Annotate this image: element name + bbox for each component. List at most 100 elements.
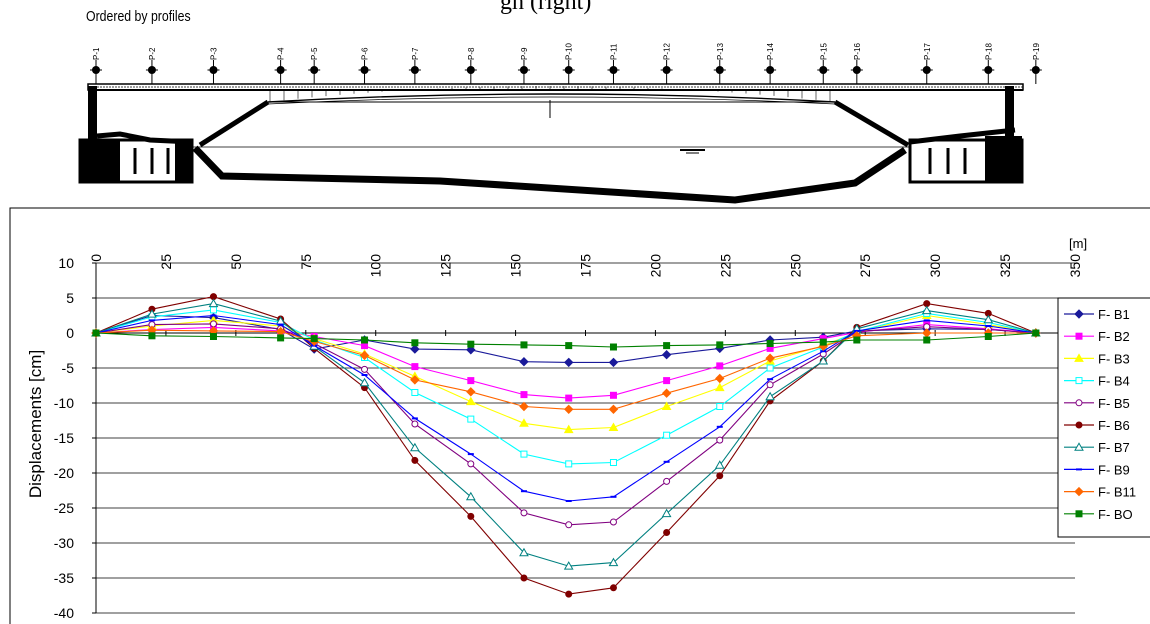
data-point xyxy=(765,391,775,401)
data-point xyxy=(210,314,217,317)
series-line xyxy=(95,296,1037,595)
data-point xyxy=(277,323,284,326)
data-point xyxy=(465,396,476,406)
data-point xyxy=(663,377,671,385)
legend-item: F- B4 xyxy=(1064,374,1130,389)
data-point xyxy=(361,365,369,373)
chart-frame xyxy=(9,207,1150,624)
profile-label: P-11 xyxy=(609,43,618,60)
data-point xyxy=(359,377,370,387)
data-point xyxy=(520,574,528,582)
x-tick-label: 0 xyxy=(88,254,104,262)
profiles-subtitle: Ordered by profiles xyxy=(86,8,191,25)
profile-label: P-6 xyxy=(361,47,370,60)
profile-label: P-12 xyxy=(663,43,672,60)
profile-marker: P-2 xyxy=(145,47,158,84)
legend-item: F- B3 xyxy=(1064,351,1130,366)
legend-label: F- B4 xyxy=(1098,374,1130,389)
data-point xyxy=(609,518,617,526)
data-point xyxy=(519,356,529,367)
legend-label: F- B7 xyxy=(1098,440,1130,455)
profile-label: P-13 xyxy=(716,43,725,60)
legend-item: F- BO xyxy=(1064,507,1133,522)
y-tick-label: -20 xyxy=(54,465,74,481)
legend-item: F- B7 xyxy=(1064,440,1130,455)
data-point xyxy=(766,381,774,389)
legend-item: F- B5 xyxy=(1064,396,1130,411)
right-abutment xyxy=(908,86,1024,184)
data-point xyxy=(209,306,217,314)
data-point xyxy=(716,436,724,444)
profile-marker: P-15 xyxy=(817,43,830,84)
data-point xyxy=(1032,329,1040,337)
data-point xyxy=(277,334,285,342)
data-point xyxy=(565,342,573,350)
data-point xyxy=(767,378,774,381)
data-point xyxy=(923,319,930,322)
data-point xyxy=(983,314,994,324)
data-point xyxy=(410,442,420,452)
data-point xyxy=(984,333,992,340)
x-tick-label: 50 xyxy=(228,254,244,270)
legend-item: F- B6 xyxy=(1064,418,1130,433)
x-tick-label: 125 xyxy=(438,254,454,278)
profile-marker: P-8 xyxy=(464,47,477,84)
page-heading-fragment: gh (right) xyxy=(500,0,592,15)
data-point xyxy=(564,357,574,368)
data-point xyxy=(765,353,775,363)
legend-label: F- BO xyxy=(1098,507,1133,522)
data-point xyxy=(519,418,529,427)
data-point xyxy=(715,373,725,384)
data-point xyxy=(663,477,671,485)
data-point xyxy=(1075,377,1083,385)
data-point xyxy=(410,375,420,385)
x-tick-label: 300 xyxy=(927,254,943,278)
data-point xyxy=(148,332,156,340)
series-line xyxy=(95,323,1036,526)
x-tick-label: 250 xyxy=(787,254,803,278)
data-point xyxy=(359,350,370,361)
x-tick-labels: 0 25 50 75 100 125 150 175 200 225 250 275 300 325 350 xyxy=(88,254,1083,278)
x-tick-label: 275 xyxy=(857,254,873,278)
data-point xyxy=(1074,309,1084,319)
y-axis-label: Displacements [cm] xyxy=(26,350,45,498)
y-tick-label: 5 xyxy=(66,290,74,306)
data-point xyxy=(923,336,931,344)
data-point xyxy=(609,584,617,592)
profile-label: P-8 xyxy=(467,47,476,60)
profile-label: P-2 xyxy=(148,47,157,60)
profile-label: P-1 xyxy=(92,47,101,60)
chart-legend: F- B1 F- B2 F- B3 F- B4 F- B5 F- B6 F- B7 F- B9… xyxy=(1057,297,1150,538)
profile-label: P-5 xyxy=(310,47,319,60)
data-point xyxy=(1076,468,1082,471)
data-point xyxy=(766,340,774,347)
profile-marker: P-13 xyxy=(713,43,726,84)
profile-marker: P-5 xyxy=(308,47,321,84)
y-tick-label: 10 xyxy=(58,255,74,271)
data-point xyxy=(411,389,419,396)
data-point xyxy=(92,329,100,337)
x-tick-label: 225 xyxy=(717,254,733,278)
bridge-deck xyxy=(87,83,1024,118)
profile-marker: P-10 xyxy=(562,43,575,84)
profile-marker: P-11 xyxy=(607,43,620,84)
data-point xyxy=(1074,353,1084,362)
x-tick-label: 175 xyxy=(578,254,594,278)
data-point xyxy=(716,425,723,428)
data-point xyxy=(563,561,574,570)
data-point xyxy=(411,420,419,428)
legend-box xyxy=(1057,297,1150,538)
data-point xyxy=(411,339,419,347)
data-point xyxy=(716,403,724,410)
legend-label: F- B3 xyxy=(1098,351,1130,366)
data-point xyxy=(565,521,573,529)
profile-marker: P-6 xyxy=(358,47,371,84)
data-point xyxy=(716,341,724,349)
profile-label: P-3 xyxy=(209,47,218,60)
profile-markers: P-1 P-2 P-3 P-4 P-5 P-6 P-7 P-8 P-9 P-10 P-11 P-12 P… xyxy=(90,43,1042,84)
profile-label: P-17 xyxy=(923,43,932,60)
profile-label: P-19 xyxy=(1032,43,1041,60)
y-tick-label: 0 xyxy=(66,325,74,341)
x-tick-label: 325 xyxy=(997,254,1013,278)
